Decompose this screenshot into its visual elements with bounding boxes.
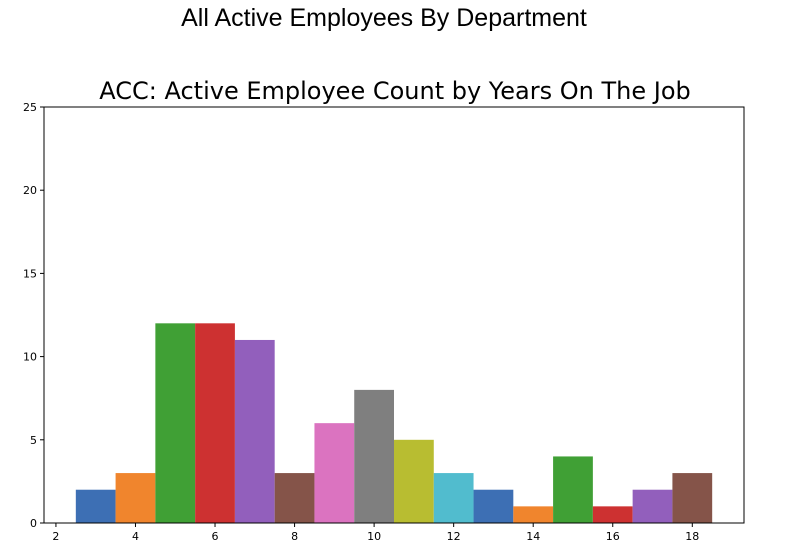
bar-6 bbox=[195, 323, 235, 523]
y-tick-label-25: 25 bbox=[23, 101, 37, 114]
x-tick-label-16: 16 bbox=[606, 530, 620, 543]
axes-frame bbox=[43, 106, 745, 524]
x-tick-label-4: 4 bbox=[132, 530, 139, 543]
y-tick-label-15: 15 bbox=[23, 267, 37, 280]
bar-11 bbox=[394, 439, 434, 523]
y-tick-label-0: 0 bbox=[30, 517, 37, 530]
bar-4 bbox=[115, 473, 156, 523]
x-tick-label-6: 6 bbox=[212, 530, 219, 543]
y-tick-label-20: 20 bbox=[23, 184, 37, 197]
bar-12 bbox=[433, 473, 474, 523]
bar-5 bbox=[155, 323, 196, 523]
bar-9 bbox=[314, 423, 355, 523]
page-heading: All Active Employees By Department bbox=[181, 4, 587, 32]
plot-area: 2 4 6 8 10 12 14 16 18 0 5 10 15 20 25 bbox=[23, 101, 713, 543]
bar-17 bbox=[632, 489, 673, 523]
y-tick-label-10: 10 bbox=[23, 351, 37, 364]
x-tick-label-2: 2 bbox=[52, 530, 59, 543]
bar-3 bbox=[75, 489, 116, 523]
bar-8 bbox=[274, 473, 315, 523]
x-tick-label-18: 18 bbox=[685, 530, 699, 543]
bar-7 bbox=[234, 339, 275, 523]
chart-title: ACC: Active Employee Count by Years On T… bbox=[99, 77, 691, 105]
bar-14 bbox=[513, 506, 554, 523]
bar-16 bbox=[592, 506, 633, 523]
y-tick-label-5: 5 bbox=[30, 434, 37, 447]
x-tick-label-10: 10 bbox=[367, 530, 381, 543]
bar-15 bbox=[553, 456, 593, 523]
bar-13 bbox=[473, 489, 514, 523]
bar-18 bbox=[672, 473, 713, 523]
bar-10 bbox=[354, 389, 394, 523]
x-tick-label-12: 12 bbox=[447, 530, 461, 543]
x-tick-label-8: 8 bbox=[291, 530, 298, 543]
x-tick-label-14: 14 bbox=[526, 530, 540, 543]
